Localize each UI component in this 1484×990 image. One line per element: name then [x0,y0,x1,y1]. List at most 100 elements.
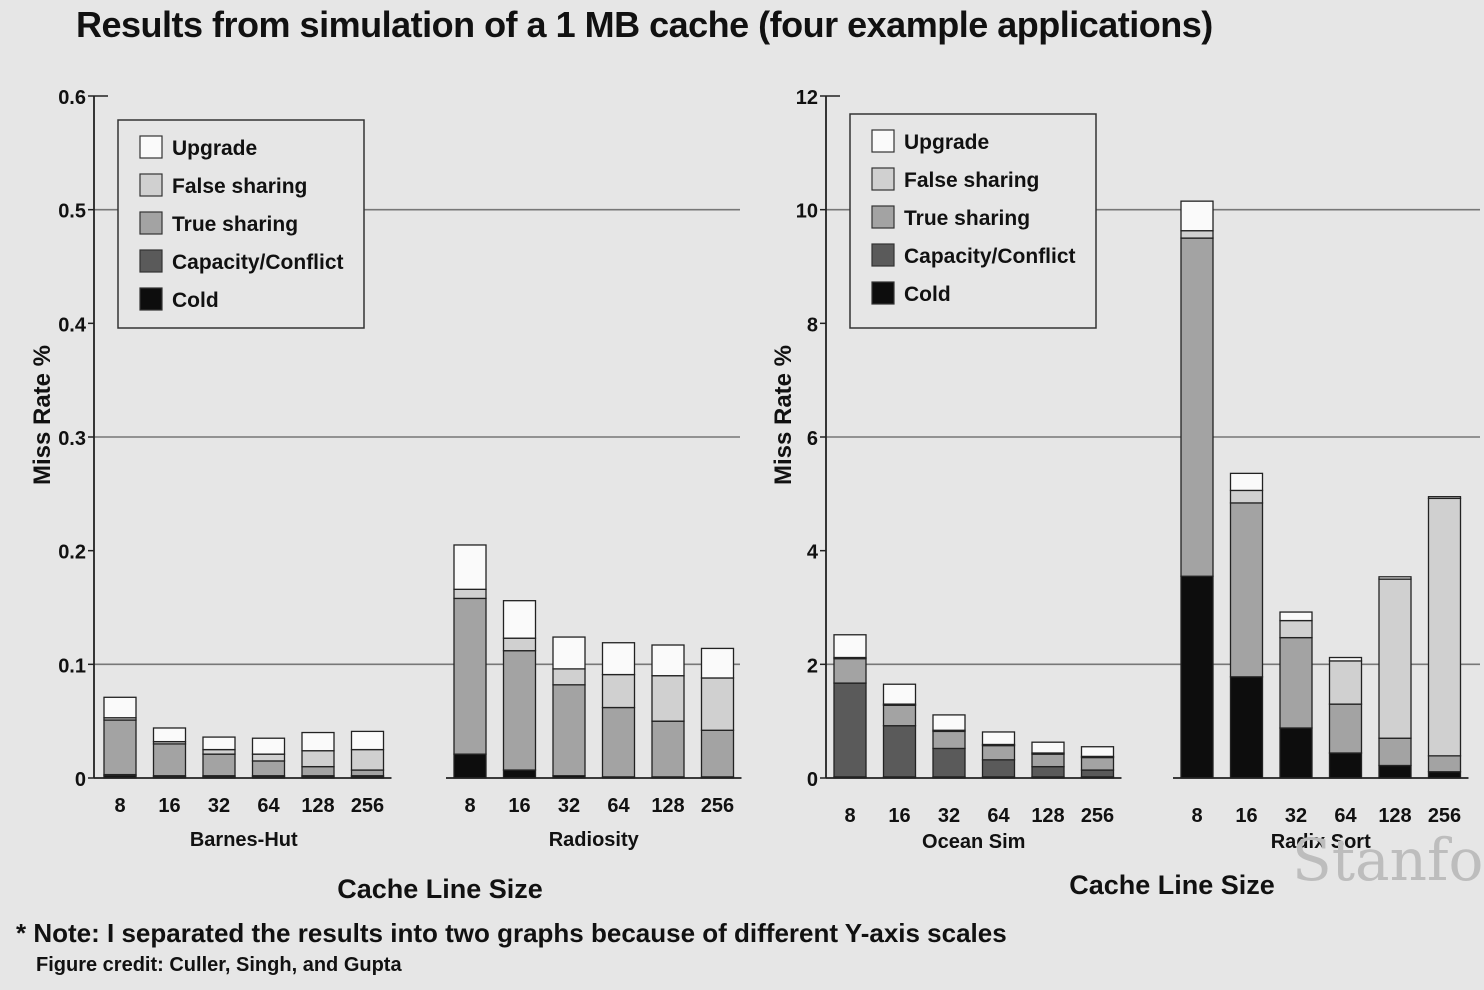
left-bar-segment-upgrade [552,636,586,670]
right-bar-segment-upgrade [882,683,917,705]
left-legend: Upgrade False sharing True sharing Capacity… [117,119,365,329]
left-bar-segment-true-sharing [152,743,187,777]
left-xtick-label: 64 [257,795,280,817]
right-bar-segment-upgrade [1180,200,1214,232]
left-bar-segment-false-sharing [202,748,236,755]
left-bar-segment-true-sharing [251,760,286,777]
right-bar-segment-upgrade [1378,576,1412,580]
right-bar-segment-upgrade [1328,656,1363,662]
right-legend-swatch [871,281,895,305]
left-legend-swatch [139,135,163,159]
right-bar-segment-upgrade [981,731,1016,746]
left-xtick-label: 16 [158,795,180,817]
right-bar-segment-cold [1180,575,1214,779]
right-bar-segment-cold [1427,771,1462,779]
left-bar-segment-false-sharing [651,675,685,722]
right-xlabel: Cache Line Size [1069,870,1275,900]
right-xtick-label: 8 [844,805,855,827]
right-bar-segment-cold [1378,764,1412,779]
left-bar-segment-cold [502,769,537,779]
right-ytick-label: 6 [807,428,818,450]
left-bar-segment-true-sharing [651,720,685,778]
right-legend: Upgrade False sharing True sharing Capacity… [849,113,1097,329]
left-legend-label: False sharing [172,175,307,198]
left-bar-segment-upgrade [453,544,487,590]
right-bar-segment-upgrade [1229,472,1264,492]
right-bar-segment-true-sharing [1328,703,1363,754]
right-legend-swatch [871,243,895,267]
right-bar-segment-upgrade [932,714,966,731]
right-bar-segment-capacity-conflict [882,725,917,778]
right-legend-swatch [871,129,895,153]
right-xtick-label: 256 [1081,805,1114,827]
left-bar-segment-upgrade [152,727,187,743]
left-bar-segment-cold [453,753,487,779]
right-bar-segment-true-sharing [1279,636,1313,729]
left-xlabel: Cache Line Size [337,874,543,904]
left-group-label: Radiosity [549,829,640,851]
left-chart-group: 0 0.1 0.2 0.3 0.4 0.5 0.6 Miss Rate % 8 16 32 64 128… [29,87,742,904]
left-ylabel: Miss Rate % [29,345,56,485]
right-bar-segment-cold [1328,752,1363,779]
note-text: * Note: I separated the results into two… [16,918,1007,948]
right-xtick-label: 64 [987,805,1010,827]
left-legend-swatch [139,173,163,197]
right-ytick-label: 0 [807,769,818,791]
right-ytick-label: 2 [807,655,818,677]
left-xtick-label: 8 [114,795,125,817]
left-legend-label: Cold [172,289,219,312]
left-bar-segment-upgrade [502,600,537,639]
left-bar-segment-false-sharing [601,673,636,709]
left-xtick-label: 16 [508,795,530,817]
right-bar-segment-capacity-conflict [932,747,966,778]
right-xtick-label: 16 [1235,805,1257,827]
left-group-label: Barnes-Hut [190,829,298,851]
right-bar-segment-capacity-conflict [1080,769,1115,778]
left-xtick-label: 32 [558,795,580,817]
left-bar-segment-false-sharing [453,588,487,600]
left-bar-segment-false-sharing [301,750,335,768]
left-ytick-label: 0.2 [58,542,86,564]
stanford-watermark: Stanfo [1292,826,1484,894]
right-bar-segment-true-sharing [981,744,1016,761]
left-xtick-label: 8 [464,795,475,817]
right-ytick-label: 10 [796,201,818,223]
left-ytick-label: 0.4 [58,314,87,336]
left-bar-segment-true-sharing [202,753,236,777]
left-ytick-label: 0.6 [58,87,86,109]
right-bar-segment-true-sharing [833,658,867,684]
right-bar-segment-true-sharing [1180,237,1214,577]
right-ytick-label: 12 [796,87,818,109]
right-xtick-label: 128 [1378,805,1411,827]
left-legend-swatch [139,287,163,311]
left-xtick-label: 128 [301,795,334,817]
left-ytick-label: 0 [75,769,86,791]
left-bar-segment-false-sharing [502,637,537,652]
right-bar-segment-upgrade [833,634,867,659]
right-bar-segment-true-sharing [882,704,917,727]
left-legend-swatch [139,249,163,273]
right-xtick-label: 256 [1428,805,1461,827]
right-legend-label: False sharing [904,169,1039,192]
left-bar-segment-true-sharing [453,597,487,755]
left-bar-segment-true-sharing [601,706,636,778]
right-bar-segment-true-sharing [1427,755,1462,773]
figure-credit: Figure credit: Culler, Singh, and Gupta [36,954,402,976]
left-xtick-label: 64 [607,795,630,817]
left-bar-segment-false-sharing [552,668,586,686]
right-ytick-label: 4 [807,542,819,564]
right-xtick-label: 128 [1031,805,1064,827]
right-legend-swatch [871,205,895,229]
left-xtick-label: 128 [651,795,684,817]
right-bar-segment-true-sharing [1378,737,1412,767]
right-bar-segment-cold [1279,727,1313,779]
left-bar-segment-true-sharing [103,719,137,776]
right-bar-segment-capacity-conflict [1031,765,1065,778]
right-bar-segment-true-sharing [932,730,966,750]
right-bar-segment-false-sharing [1229,489,1264,504]
right-bar-segment-upgrade [1080,746,1115,758]
right-xtick-label: 32 [1285,805,1307,827]
left-bar-segment-upgrade [651,644,685,677]
right-bar-segment-upgrade [1279,611,1313,622]
